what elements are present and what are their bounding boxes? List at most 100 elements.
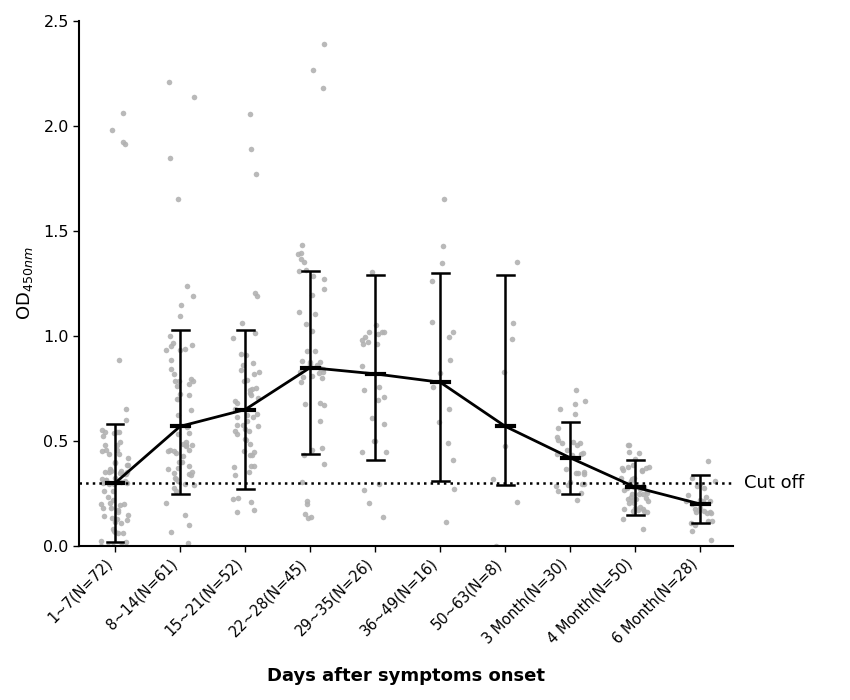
Point (244, 460, 258, 471)
Point (231, 492, 245, 503)
Point (632, 481, 646, 492)
Point (243, 449, 257, 461)
Point (111, 506, 125, 517)
Point (635, 464, 649, 475)
Point (121, 509, 134, 520)
Point (550, 449, 564, 460)
Point (169, 485, 183, 496)
Point (102, 449, 116, 460)
Point (176, 456, 190, 468)
Point (551, 432, 564, 443)
Point (617, 484, 631, 496)
Point (97, 485, 110, 496)
Point (99, 426, 112, 438)
Point (245, 144, 258, 155)
Point (184, 374, 197, 385)
Point (425, 276, 439, 287)
Point (380, 446, 394, 457)
Point (306, 64, 320, 76)
Point (704, 534, 717, 545)
Point (505, 334, 518, 345)
Point (575, 449, 588, 460)
Point (110, 440, 124, 451)
Point (312, 368, 326, 379)
Point (96, 503, 110, 514)
Point (694, 498, 707, 510)
Point (243, 384, 257, 395)
Point (109, 526, 122, 538)
Point (355, 447, 369, 458)
Point (626, 489, 639, 500)
Point (306, 270, 320, 281)
Point (178, 439, 192, 450)
Point (298, 256, 311, 267)
Point (249, 169, 263, 180)
Point (301, 498, 314, 510)
Point (694, 494, 707, 505)
Point (633, 484, 647, 495)
Point (245, 449, 258, 461)
Point (246, 384, 259, 395)
Point (107, 526, 121, 537)
Point (305, 290, 319, 301)
Point (303, 359, 316, 370)
Point (185, 440, 199, 451)
Point (99, 467, 112, 478)
Point (106, 494, 120, 505)
Point (226, 333, 240, 344)
Point (250, 408, 264, 419)
Point (108, 456, 122, 468)
Point (171, 409, 184, 420)
Point (615, 462, 628, 473)
Point (638, 505, 651, 516)
Point (163, 444, 177, 456)
Point (109, 458, 122, 469)
Point (498, 440, 512, 452)
Point (626, 498, 640, 509)
Point (305, 371, 319, 382)
Point (110, 444, 124, 455)
Point (637, 504, 650, 515)
Point (241, 374, 254, 385)
Point (164, 355, 178, 366)
Point (552, 434, 565, 445)
Point (121, 466, 134, 477)
Point (171, 193, 184, 204)
Point (628, 453, 642, 464)
Point (108, 478, 122, 489)
Point (227, 462, 241, 473)
Point (689, 507, 703, 518)
Point (560, 445, 574, 456)
Point (168, 375, 182, 386)
Point (113, 499, 127, 510)
Point (240, 410, 253, 421)
Point (94, 473, 108, 484)
Point (119, 468, 133, 480)
Point (377, 512, 390, 523)
Point (624, 475, 638, 486)
Point (627, 473, 641, 484)
Point (626, 494, 640, 505)
Point (103, 463, 116, 475)
Point (118, 475, 132, 486)
Point (621, 461, 635, 472)
Point (578, 395, 592, 407)
Point (442, 331, 456, 342)
Point (96, 477, 110, 489)
Point (94, 498, 108, 509)
Point (186, 375, 200, 386)
Point (444, 354, 457, 365)
Point (244, 389, 258, 400)
Point (110, 514, 124, 525)
Point (703, 506, 717, 517)
Point (569, 409, 582, 420)
Point (122, 459, 135, 470)
Point (576, 448, 590, 459)
Point (292, 265, 305, 276)
Point (164, 526, 178, 538)
Point (566, 436, 580, 447)
Point (294, 253, 308, 265)
Point (168, 473, 182, 484)
Point (99, 475, 112, 486)
Point (616, 513, 630, 524)
